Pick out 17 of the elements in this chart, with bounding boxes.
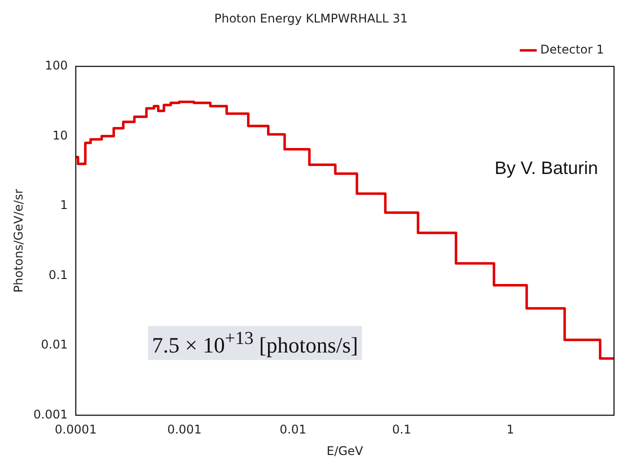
x-tick-label: 0.1 bbox=[392, 422, 412, 437]
y-tick-label: 100 bbox=[44, 58, 68, 73]
y-tick-label: 1 bbox=[60, 198, 68, 212]
y-tick-label: 10 bbox=[52, 128, 68, 142]
x-tick-label: 1 bbox=[506, 422, 514, 437]
legend-label: Detector 1 bbox=[540, 42, 604, 57]
x-tick-label: 0.01 bbox=[280, 422, 306, 437]
y-axis-title: Photons/GeV/e/sr bbox=[11, 188, 26, 293]
chart-title: Photon Energy KLMPWRHALL 31 bbox=[214, 11, 408, 26]
y-tick-label: 0.1 bbox=[48, 268, 68, 282]
x-tick-label: 0.001 bbox=[167, 422, 202, 437]
x-tick-label: 0.0001 bbox=[54, 422, 97, 437]
annotation: By V. Baturin bbox=[494, 158, 598, 179]
x-axis-title: E/GeV bbox=[326, 444, 364, 458]
annotation: 7.5 × 10$^{+13}$ [photons/s] bbox=[148, 326, 362, 360]
y-tick-label: 0.001 bbox=[33, 407, 68, 422]
y-tick-label: 0.01 bbox=[41, 338, 68, 352]
